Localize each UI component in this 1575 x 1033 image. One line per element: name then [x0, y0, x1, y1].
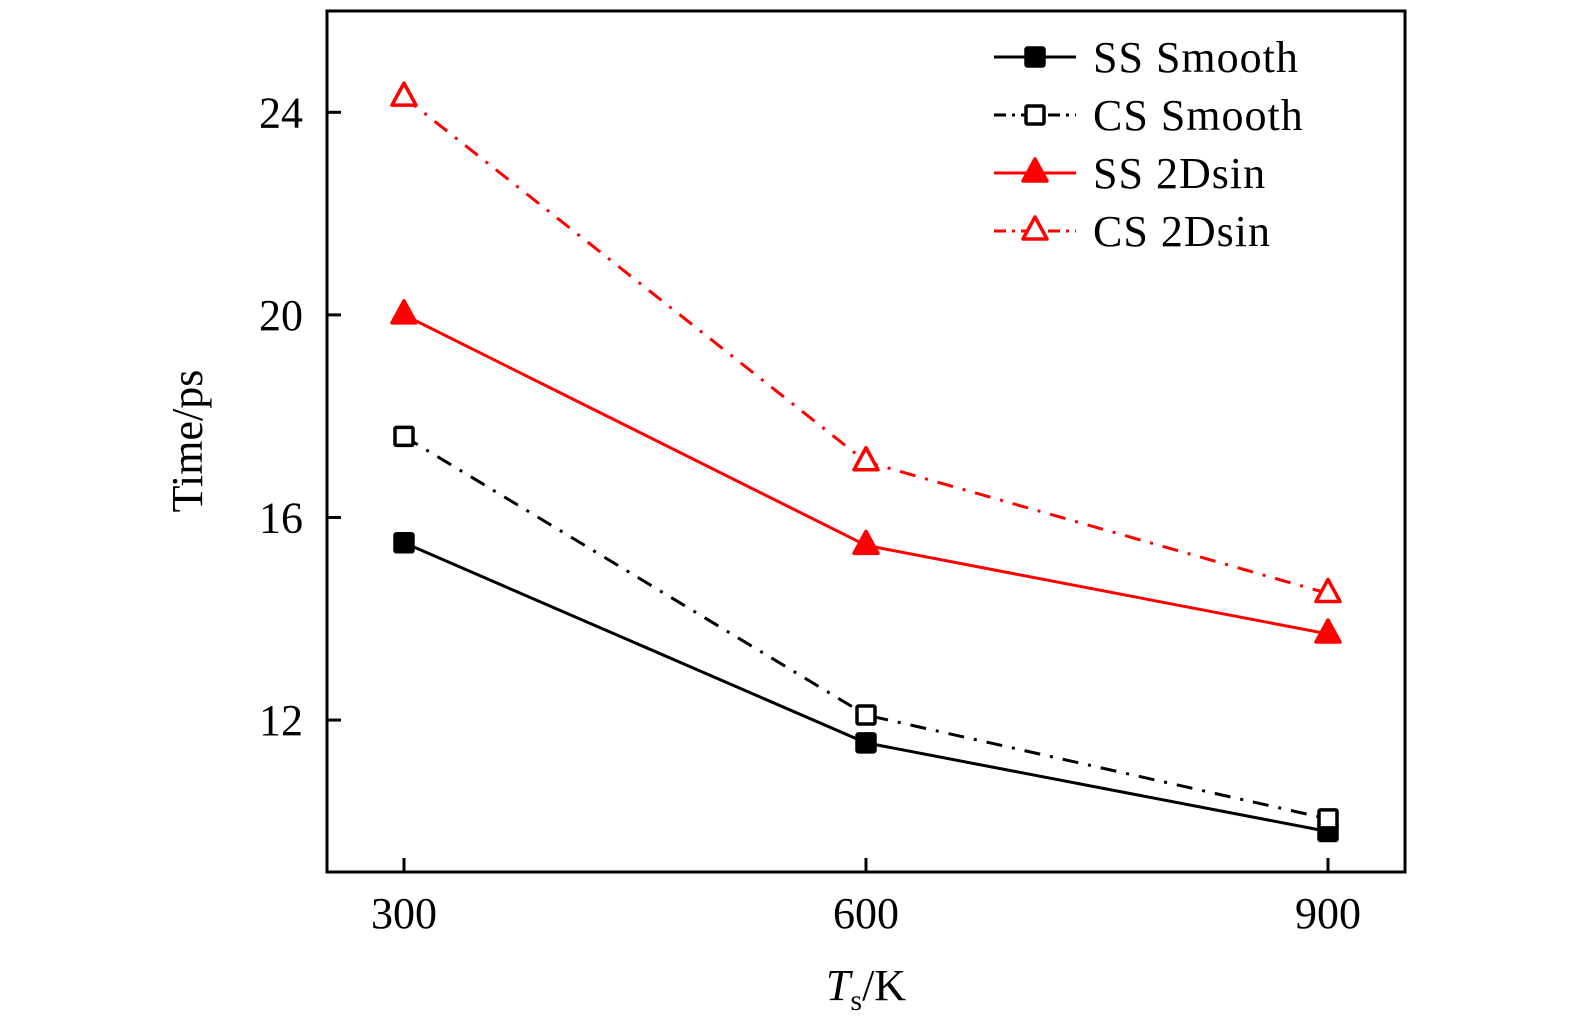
legend-label: CS Smooth [1093, 91, 1304, 140]
legend-marker [1024, 104, 1046, 126]
legend-marker [1021, 215, 1049, 241]
series-cs-2dsin [390, 81, 1342, 604]
series-line [403, 313, 1329, 636]
data-point [393, 532, 415, 554]
data-point [852, 446, 880, 472]
legend-label: SS Smooth [1093, 33, 1299, 82]
x-axis-title-unit: /K [862, 961, 906, 1010]
legend-label: SS 2Dsin [1093, 149, 1266, 198]
legend-item: CS 2Dsin [994, 207, 1271, 256]
data-point [393, 425, 415, 448]
legend-item: SS Smooth [994, 33, 1299, 82]
data-point [1314, 577, 1342, 604]
x-tick-label: 600 [833, 889, 899, 938]
legend-item: CS Smooth [994, 91, 1304, 140]
y-axis-title: Time/ps [163, 370, 212, 513]
data-point [390, 299, 418, 325]
x-tick-label: 300 [371, 889, 437, 938]
y-tick-label: 20 [259, 291, 303, 340]
x-tick-label: 900 [1295, 889, 1361, 938]
legend-item: SS 2Dsin [994, 149, 1266, 198]
y-tick-label: 12 [259, 696, 303, 745]
series-ss-smooth [393, 532, 1339, 843]
series-ss-2dsin [390, 299, 1342, 644]
data-point [855, 732, 877, 754]
x-axis-title-subscript: s [850, 984, 862, 1017]
data-point [855, 704, 877, 726]
legend-marker [1024, 46, 1046, 68]
legend: SS Smooth CS Smooth SS 2Dsin CS 2Dsin [994, 33, 1304, 256]
ticks-layer: 300 600 900 12 16 20 24 [259, 88, 1361, 938]
series-cs-smooth [393, 425, 1339, 830]
y-tick-label: 16 [259, 493, 303, 542]
y-tick-label: 24 [259, 88, 303, 137]
legend-marker [1021, 157, 1049, 183]
data-point [852, 529, 880, 556]
x-axis-title-main: T [826, 961, 854, 1010]
legend-label: CS 2Dsin [1093, 207, 1271, 256]
data-point [1314, 618, 1342, 644]
data-point [1317, 808, 1339, 830]
series-line [403, 435, 1329, 821]
x-axis-title: Ts/K [826, 961, 906, 1017]
series-layer [390, 81, 1342, 843]
data-point [390, 81, 418, 107]
